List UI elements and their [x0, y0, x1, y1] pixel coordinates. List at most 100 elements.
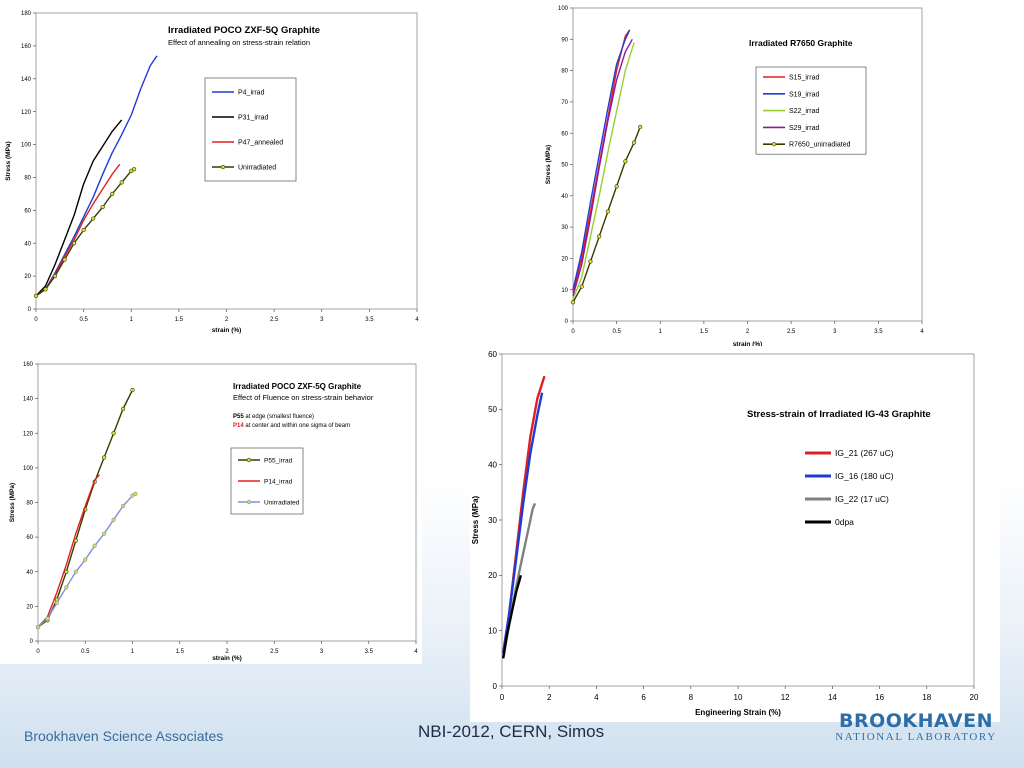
series-line — [37, 474, 100, 628]
series-point — [110, 191, 115, 196]
x-tick-label: 2.5 — [787, 329, 796, 335]
legend-label: IG_21 (267 uC) — [835, 448, 894, 458]
chart-title: Stress-strain of Irradiated IG-43 Graphi… — [747, 409, 931, 420]
y-tick-label: 60 — [24, 208, 31, 214]
y-tick-label: 30 — [561, 225, 568, 231]
series-point — [631, 140, 637, 145]
y-tick-label: 10 — [488, 626, 497, 635]
y-tick-label: 0 — [30, 639, 34, 645]
y-tick-label: 20 — [24, 274, 31, 280]
x-tick-label: 18 — [922, 693, 931, 702]
y-tick-label: 120 — [21, 110, 32, 116]
legend-label: P31_irrad — [238, 114, 268, 121]
y-tick-label: 70 — [561, 100, 568, 106]
legend-marker — [246, 499, 252, 505]
x-tick-label: 1.5 — [175, 317, 184, 323]
y-tick-label: 40 — [561, 194, 568, 200]
series-point — [92, 543, 97, 548]
x-tick-label: 4 — [594, 693, 599, 702]
series-point — [588, 259, 593, 264]
x-axis-label: Engineering Strain (%) — [695, 708, 781, 717]
series-line — [572, 38, 633, 297]
legend-marker — [220, 164, 226, 170]
y-tick-label: 20 — [488, 571, 497, 580]
series-point — [73, 569, 78, 574]
x-tick-label: 3 — [320, 317, 324, 323]
y-tick-label: 30 — [488, 516, 497, 525]
series-point — [623, 159, 628, 164]
y-axis-label: Stress (MPa) — [471, 495, 480, 544]
series-line — [37, 493, 136, 628]
series-point — [54, 600, 60, 606]
legend-label: IG_16 (180 uC) — [835, 471, 894, 481]
chart-note-label: P55 — [233, 414, 244, 420]
y-tick-label: 80 — [26, 501, 33, 507]
y-tick-label: 60 — [561, 131, 568, 137]
y-axis-label: Stress (MPa) — [9, 483, 16, 522]
plot-area — [572, 7, 923, 322]
legend-label: Unirradiated — [238, 164, 276, 171]
y-tick-label: 0 — [493, 682, 498, 691]
series-line — [35, 119, 123, 297]
series-line — [572, 42, 635, 300]
legend-label: IG_22 (17 uC) — [835, 494, 889, 504]
legend-label: S15_irrad — [789, 74, 819, 81]
x-tick-label: 3.5 — [874, 329, 883, 335]
series-point — [64, 585, 69, 590]
series-point — [133, 491, 138, 496]
legend-label: 0dpa — [835, 517, 854, 527]
series-line — [35, 55, 158, 297]
x-tick-label: 0 — [500, 693, 505, 702]
series-line — [572, 29, 631, 290]
x-tick-label: 8 — [689, 693, 694, 702]
chart-ig43-svg: 0 2 4 6 8 10 12 14 16 18 20 0 10 20 30 40 50 60 Engineerin… — [471, 350, 979, 717]
series-point — [614, 184, 619, 189]
series-point — [91, 216, 96, 221]
footer-conference: NBI-2012, CERN, Simos — [418, 722, 605, 741]
x-tick-label: 1 — [659, 329, 663, 335]
footer-organization: Brookhaven Science Associates — [24, 728, 224, 744]
chart-poco-annealing: 0 0.5 1 1.5 2 2.5 3 3.5 4 0 20 40 60 80 100 120 140 160 18… — [0, 0, 428, 342]
x-tick-label: 3 — [320, 649, 324, 655]
x-axis-label: strain (%) — [733, 341, 763, 348]
chart-note-label: P14 — [233, 423, 244, 429]
legend-marker — [246, 457, 252, 463]
x-tick-label: 2 — [746, 329, 750, 335]
y-tick-label: 80 — [561, 69, 568, 75]
chart-r7650-svg: 0 0.5 1 1.5 2 2.5 3 3.5 40102030405060708090100s… — [545, 6, 924, 348]
y-tick-label: 100 — [21, 143, 32, 149]
chart-note: P55 at edge (smallest fluence) — [233, 414, 314, 420]
chart-subtitle: Effect of annealing on stress-strain rel… — [168, 38, 310, 47]
y-tick-label: 90 — [561, 37, 568, 43]
legend-label: R7650_unirradiated — [789, 142, 851, 149]
series-point — [570, 300, 576, 305]
series-line — [502, 574, 523, 659]
chart-ig43: 0 2 4 6 8 10 12 14 16 18 20 0 10 20 30 40 50 60 Engineerin… — [470, 346, 1000, 722]
series-point — [45, 616, 50, 621]
x-tick-label: 14 — [828, 693, 837, 702]
y-tick-label: 40 — [488, 460, 497, 469]
legend-label: Unirradiated — [264, 499, 300, 506]
series-point — [52, 274, 58, 279]
series-line — [502, 392, 544, 653]
x-tick-label: 0 — [36, 649, 40, 655]
x-tick-label: 6 — [641, 693, 646, 702]
legend-label: P55_irrad — [264, 457, 293, 464]
y-tick-label: 0 — [565, 319, 569, 325]
series-point — [638, 124, 643, 130]
x-tick-label: 12 — [781, 693, 790, 702]
chart-r7650: 0 0.5 1 1.5 2 2.5 3 3.5 4 0 10 20 30 40 50 60 70 80 90 100 s… — [538, 0, 928, 352]
series-point — [102, 455, 107, 460]
x-tick-label: 0.5 — [79, 317, 88, 323]
series-point — [111, 517, 116, 522]
legend-label: S22_irrad — [789, 108, 819, 115]
y-tick-label: 50 — [488, 405, 497, 414]
y-tick-label: 100 — [23, 466, 34, 472]
series-point — [120, 503, 126, 509]
y-tick-label: 140 — [21, 77, 32, 83]
y-tick-label: 180 — [21, 11, 32, 17]
x-tick-label: 4 — [920, 329, 924, 335]
chart-title: Irradiated R7650 Graphite — [749, 38, 853, 48]
x-tick-label: 0 — [571, 329, 575, 335]
y-tick-label: 0 — [28, 307, 32, 313]
